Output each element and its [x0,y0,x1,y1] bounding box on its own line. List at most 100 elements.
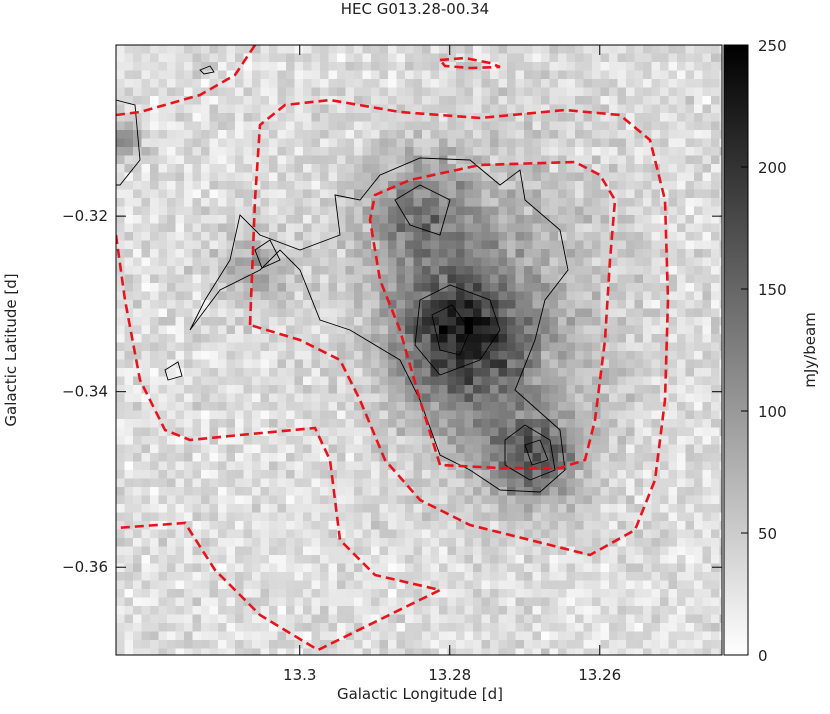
pixel [694,257,703,267]
pixel [694,308,703,318]
pixel [345,589,355,598]
pixel [405,368,414,377]
pixel [490,436,499,445]
pixel [320,402,329,411]
pixel [184,555,193,564]
pixel [269,359,278,369]
pixel [303,342,312,352]
pixel [413,62,423,71]
pixel [575,189,584,199]
pixel [158,138,168,148]
pixel [651,130,661,139]
pixel [685,291,695,301]
pixel [311,198,321,207]
pixel [320,45,329,54]
pixel [141,53,151,63]
pixel [481,257,491,267]
pixel [328,580,338,590]
pixel [413,512,423,522]
pixel [532,623,542,632]
pixel [447,436,457,445]
pixel [677,419,686,428]
pixel [371,614,380,624]
pixel [566,155,576,165]
pixel [583,274,593,284]
pixel [456,240,465,250]
pixel [379,206,389,216]
pixel [566,606,576,615]
pixel [320,436,329,445]
pixel [694,572,703,581]
pixel [311,96,321,105]
pixel [345,580,355,590]
pixel [388,623,397,632]
pixel [651,300,661,309]
pixel [209,546,219,556]
pixel [371,342,380,352]
pixel [167,427,176,437]
pixel [116,70,125,80]
pixel [583,181,593,190]
pixel [447,96,457,105]
pixel [286,631,295,641]
pixel [660,62,669,71]
pixel [328,266,338,275]
pixel [481,623,491,632]
pixel [566,164,576,173]
pixel [711,614,720,624]
pixel [175,597,185,607]
pixel [447,104,457,114]
pixel [158,291,168,301]
pixel [124,45,134,54]
pixel [617,223,627,233]
pixel [345,130,355,139]
pixel [167,232,176,241]
pixel [116,419,125,428]
pixel [396,291,406,301]
pixel [354,291,363,301]
pixel [515,512,525,522]
pixel [490,521,499,530]
pixel [167,512,176,522]
pixel [677,453,686,462]
pixel [328,325,338,335]
pixel [549,138,559,148]
pixel [405,53,414,63]
pixel [439,266,448,275]
pixel [566,614,576,624]
pixel [617,461,627,471]
pixel [430,351,440,360]
pixel [430,62,440,71]
pixel [617,283,627,292]
pixel [685,147,695,156]
pixel [626,96,635,105]
pixel [124,546,134,556]
pixel [345,427,355,437]
pixel [515,79,525,88]
pixel [235,79,244,88]
pixel [260,249,270,258]
pixel [133,351,142,360]
pixel [243,334,253,343]
pixel [192,79,202,88]
pixel [167,376,176,386]
pixel [133,181,142,190]
pixel [303,172,312,182]
pixel [320,53,329,63]
pixel [634,410,644,420]
pixel [269,87,278,97]
pixel [549,597,559,607]
pixel [405,249,414,258]
pixel [609,155,618,165]
pixel [651,385,661,394]
pixel [549,521,559,530]
pixel [634,555,644,564]
pixel [345,393,355,403]
pixel [396,402,406,411]
pixel [481,580,491,590]
pixel [337,96,346,105]
pixel [651,189,661,199]
pixel [379,181,389,190]
pixel [396,206,406,216]
pixel [719,232,722,241]
